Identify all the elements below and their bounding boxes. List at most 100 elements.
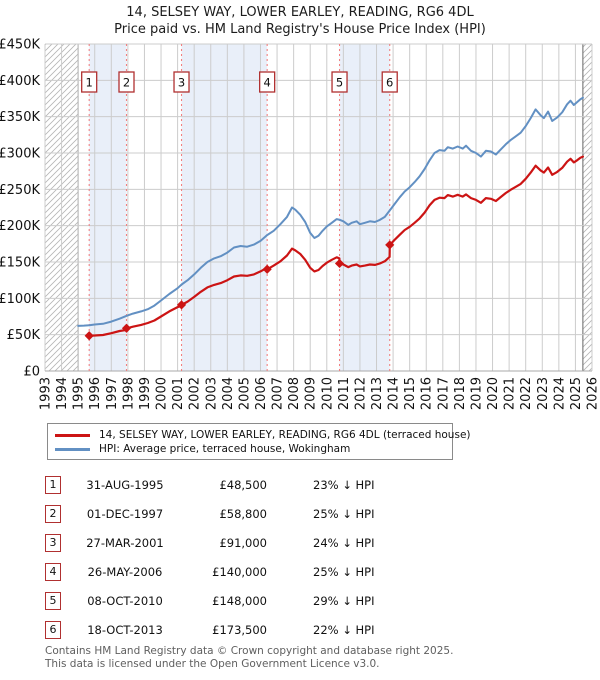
- sale-price: £58,800: [219, 507, 267, 521]
- sale-number-label: 2: [123, 76, 130, 90]
- table-row: 4 26-MAY-2006 £140,000 25% ↓ HPI: [45, 563, 475, 582]
- x-tick-label: 2015: [403, 377, 418, 410]
- x-tick-label: 1995: [72, 377, 87, 410]
- sale-date: 27-MAR-2001: [86, 536, 164, 550]
- sale-number-box: [331, 71, 348, 93]
- legend-row-hpi: HPI: Average price, terraced house, Woki…: [55, 442, 452, 456]
- x-tick-label: 2014: [387, 377, 402, 410]
- x-tick-label: 2011: [337, 377, 352, 410]
- sale-date: 18-OCT-2013: [87, 623, 163, 637]
- x-tick-label: 2007: [271, 377, 286, 410]
- table-row: 3 27-MAR-2001 £91,000 24% ↓ HPI: [45, 534, 475, 553]
- ownership-band: [339, 44, 390, 371]
- y-tick-label: £300K: [0, 147, 40, 162]
- footer-line-2: This data is licensed under the Open Gov…: [45, 658, 380, 670]
- x-tick-label: 2012: [353, 377, 368, 410]
- y-tick-label: £400K: [0, 74, 40, 89]
- row-number-badge: 2: [45, 505, 61, 523]
- footer-line-1: Contains HM Land Registry data © Crown c…: [45, 645, 454, 657]
- license-footer: Contains HM Land Registry data © Crown c…: [45, 645, 453, 671]
- ownership-band: [89, 44, 127, 371]
- hpi-difference: 25% ↓ HPI: [313, 507, 375, 521]
- page-title: 14, SELSEY WAY, LOWER EARLEY, READING, R…: [126, 5, 474, 20]
- x-tick-label: 2018: [453, 377, 468, 410]
- price-chart: 1 2 3 4 5 6 £0 £50K £100K £150K £200K £250K £300K £35…: [0, 38, 600, 411]
- x-tick-label: 2013: [370, 377, 385, 410]
- chart-legend: 14, SELSEY WAY, LOWER EARLEY, READING, R…: [47, 423, 471, 460]
- table-row: 1 31-AUG-1995 £48,500 23% ↓ HPI: [45, 476, 475, 495]
- sale-number-label: 1: [86, 76, 93, 90]
- y-tick-label: £200K: [0, 219, 40, 234]
- x-tick-label: 2000: [155, 377, 170, 410]
- sale-number-box: [173, 71, 190, 93]
- x-tick-label: 1997: [105, 377, 120, 410]
- y-tick-label: £250K: [0, 183, 40, 198]
- row-number-badge: 3: [45, 534, 61, 552]
- x-tick-label: 2024: [552, 377, 567, 410]
- table-row: 2 01-DEC-1997 £58,800 25% ↓ HPI: [45, 505, 475, 524]
- legend-label-hpi: HPI: Average price, terraced house, Woki…: [99, 443, 351, 455]
- hpi-line: [77, 96, 584, 327]
- sale-price: £91,000: [219, 536, 267, 550]
- x-tick-label: 2010: [320, 377, 335, 410]
- row-number-badge: 4: [45, 563, 61, 581]
- sale-number-label: 6: [386, 76, 393, 90]
- sale-marker: [385, 240, 395, 250]
- sale-price: £140,000: [212, 565, 267, 579]
- transactions-table: 1 31-AUG-1995 £48,500 23% ↓ HPI 2 01-DEC…: [45, 474, 475, 644]
- row-number-badge: 6: [45, 621, 61, 639]
- y-tick-label: £50K: [7, 328, 41, 343]
- x-tick-label: 1994: [55, 377, 70, 410]
- sale-price: £148,000: [212, 594, 267, 608]
- hpi-difference: 29% ↓ HPI: [313, 594, 375, 608]
- y-tick-label: £100K: [0, 292, 40, 307]
- y-tick-label: £450K: [0, 38, 40, 53]
- x-tick-label: 2021: [503, 377, 518, 410]
- sale-price: £48,500: [219, 478, 267, 492]
- price-paid-line-swatch: [55, 433, 90, 437]
- x-tick-label: 1996: [88, 377, 103, 410]
- y-tick-label: £0: [23, 365, 40, 380]
- sale-number-box: [81, 71, 98, 93]
- ownership-band: [181, 44, 268, 371]
- row-number-badge: 1: [45, 476, 61, 494]
- price-paid-line: [88, 155, 584, 337]
- y-tick-label: £350K: [0, 110, 40, 125]
- sale-date: 26-MAY-2006: [87, 565, 163, 579]
- hpi-difference: 25% ↓ HPI: [313, 565, 375, 579]
- sale-marker: [262, 264, 272, 274]
- row-number-badge: 5: [45, 592, 61, 610]
- x-tick-label: 1998: [121, 377, 136, 410]
- sale-number-label: 4: [264, 76, 271, 90]
- y-tick-label: £150K: [0, 256, 40, 271]
- sale-number-box: [381, 71, 398, 93]
- hpi-line-swatch: [55, 447, 90, 451]
- page-subtitle: Price paid vs. HM Land Registry's House …: [114, 22, 486, 37]
- x-tick-label: 2025: [569, 377, 584, 410]
- x-tick-label: 2009: [304, 377, 319, 410]
- sale-date: 31-AUG-1995: [86, 478, 164, 492]
- sale-number-box: [259, 71, 276, 93]
- sale-marker: [121, 323, 132, 333]
- x-tick-label: 1993: [39, 377, 54, 410]
- x-tick-label: 2005: [237, 377, 252, 410]
- chart-title-block: 14, SELSEY WAY, LOWER EARLEY, READING, R…: [0, 4, 600, 38]
- x-tick-label: 2026: [586, 377, 600, 410]
- x-tick-label: 2023: [536, 377, 551, 410]
- x-tick-label: 2022: [519, 377, 534, 410]
- table-row: 5 08-OCT-2010 £148,000 29% ↓ HPI: [45, 592, 475, 611]
- x-tick-label: 1999: [138, 377, 153, 410]
- sale-date: 01-DEC-1997: [86, 507, 164, 521]
- sale-marker: [176, 300, 187, 310]
- hpi-difference: 24% ↓ HPI: [313, 536, 375, 550]
- sale-marker: [84, 331, 94, 341]
- x-tick-label: 2003: [204, 377, 219, 410]
- hatch-region: [582, 44, 592, 371]
- sale-marker: [334, 258, 345, 269]
- sale-number-label: 3: [178, 76, 185, 90]
- gridlines: [44, 43, 593, 372]
- x-tick-label: 2017: [436, 377, 451, 410]
- x-tick-label: 2020: [486, 377, 501, 410]
- x-tick-label: 2019: [469, 377, 484, 410]
